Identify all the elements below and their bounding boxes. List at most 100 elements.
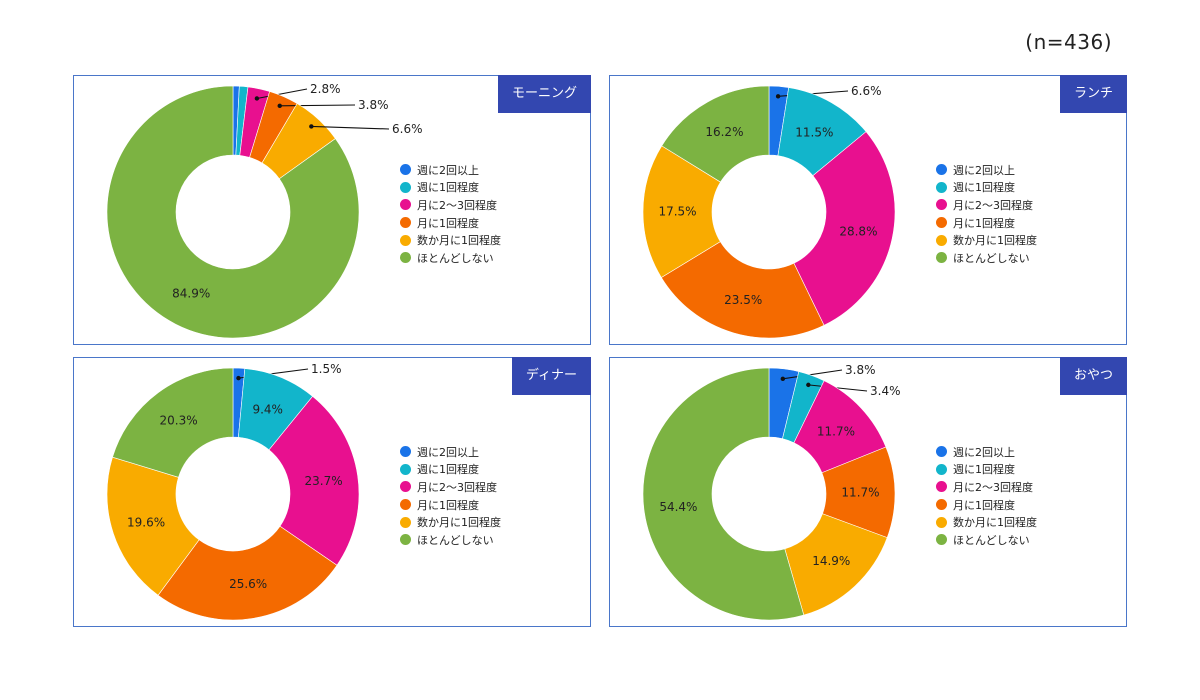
legend-label: 週に2回以上: [953, 163, 1015, 177]
legend-swatch: [400, 234, 411, 246]
legend-swatch: [936, 481, 947, 493]
donut-slice: [106, 85, 360, 339]
data-label: 17.5%: [658, 205, 696, 219]
callout-dot: [277, 103, 282, 109]
legend-swatch: [400, 446, 411, 458]
legend-swatch: [400, 199, 411, 211]
legend-label: 週に1回程度: [953, 463, 1015, 477]
donut-slice: [642, 367, 805, 621]
donut-chart: 2.8% 3.8%6.6% 84.9%: [106, 82, 423, 339]
data-label: 9.4%: [252, 402, 283, 416]
legend-item: 数か月に1回程度: [936, 231, 1037, 249]
legend-label: ほとんどしない: [417, 251, 494, 265]
legend-item: 週に1回程度: [400, 179, 501, 197]
legend-label: 月に1回程度: [953, 216, 1015, 230]
legend-item: ほとんどしない: [936, 531, 1037, 549]
legend-item: 数か月に1回程度: [400, 513, 501, 531]
legend-label: 月に2〜3回程度: [953, 198, 1033, 212]
legend-item: ほとんどしない: [400, 249, 501, 267]
legend-item: 週に1回程度: [936, 461, 1037, 479]
data-label: 3.8%: [845, 363, 876, 377]
legend-item: 週に1回程度: [936, 179, 1037, 197]
chart-panel-lunch: ランチ 6.6% 11.5% 28.8% 23.5% 17.5% 16.2% 週に2回以上…: [609, 75, 1127, 345]
data-label: 16.2%: [705, 125, 743, 139]
callout-line: [782, 369, 843, 380]
legend-swatch: [936, 446, 947, 458]
callout-line: [311, 125, 390, 130]
callout-dot: [806, 382, 811, 388]
legend-item: 週に1回程度: [400, 461, 501, 479]
donut-chart: 1.5% 9.4% 23.7% 25.6% 19.6% 20.3%: [106, 362, 360, 621]
data-label: 84.9%: [172, 286, 210, 300]
legend-swatch: [400, 481, 411, 493]
donut-slice: [660, 241, 825, 339]
data-label: 54.4%: [659, 500, 697, 514]
chart-panel-dinner: ディナー 1.5% 9.4% 23.7% 25.6% 19.6% 20.3% 週に2回以上…: [73, 357, 591, 627]
legend-label: 週に2回以上: [953, 445, 1015, 459]
donut-chart: 3.8% 3.4% 11.7% 11.7% 14.9% 54.4%: [642, 363, 901, 621]
data-label: 19.6%: [127, 516, 165, 530]
chart-title-tag: モーニング: [497, 75, 591, 113]
donut-chart: 6.6% 11.5% 28.8% 23.5% 17.5% 16.2%: [642, 84, 896, 339]
legend-label: 数か月に1回程度: [953, 516, 1037, 530]
callout-dot: [775, 94, 781, 99]
legend-swatch: [400, 534, 411, 546]
legend-swatch: [936, 252, 947, 264]
legend-label: 数か月に1回程度: [417, 234, 501, 248]
donut-slice: [268, 395, 360, 566]
legend-swatch: [936, 164, 947, 176]
legend-swatch: [936, 499, 947, 511]
legend-item: 週に2回以上: [400, 443, 501, 461]
legend-item: 数か月に1回程度: [400, 231, 501, 249]
data-label: 20.3%: [160, 413, 198, 427]
callout-dot: [309, 124, 314, 129]
chart-title-tag: ランチ: [1059, 75, 1127, 113]
legend-swatch: [936, 199, 947, 211]
chart-legend: 週に2回以上 週に1回程度 月に2〜3回程度 月に1回程度 数か月に1回程度 ほとんどしな…: [400, 443, 501, 549]
legend-swatch: [400, 217, 411, 229]
data-label: 1.5%: [311, 362, 342, 376]
legend-label: 月に1回程度: [417, 498, 479, 512]
chart-panel-snack: おやつ 3.8% 3.4% 11.7% 11.7% 14.9% 54.4% 週に2回以上週…: [609, 357, 1127, 627]
legend-label: 月に1回程度: [417, 216, 479, 230]
legend-label: 数か月に1回程度: [953, 234, 1037, 248]
legend-swatch: [400, 252, 411, 264]
data-label: 23.7%: [305, 474, 343, 488]
callout-dot: [236, 375, 241, 381]
legend-label: ほとんどしない: [953, 533, 1030, 547]
data-label: 14.9%: [812, 554, 850, 568]
legend-label: 月に2〜3回程度: [417, 198, 497, 212]
donut-slice: [793, 131, 896, 326]
legend-item: ほとんどしない: [936, 249, 1037, 267]
donut-slice: [642, 145, 721, 278]
donut-slice: [112, 367, 234, 478]
legend-swatch: [936, 181, 947, 193]
data-label: 6.6%: [851, 84, 882, 98]
callout-line: [808, 384, 868, 392]
legend-swatch: [400, 499, 411, 511]
data-label: 11.7%: [841, 486, 879, 500]
legend-swatch: [400, 181, 411, 193]
data-label: 25.6%: [229, 577, 267, 591]
legend-item: 週に2回以上: [936, 161, 1037, 179]
legend-label: 週に1回程度: [417, 463, 479, 477]
data-label: 11.7%: [817, 425, 855, 439]
legend-item: ほとんどしない: [400, 531, 501, 549]
data-label: 28.8%: [839, 224, 877, 238]
legend-label: 週に1回程度: [417, 181, 479, 195]
data-label: 3.4%: [870, 384, 901, 398]
legend-label: 月に1回程度: [953, 498, 1015, 512]
legend-swatch: [936, 516, 947, 528]
chart-panel-morning: モーニング 2.8% 3.8% 6.6% 84.9% 週に2回以上 週に1回程度 月に2〜…: [73, 75, 591, 345]
legend-label: ほとんどしない: [953, 251, 1030, 265]
legend-label: 週に2回以上: [417, 163, 479, 177]
data-label: 6.6%: [392, 122, 423, 136]
data-label: 23.5%: [724, 293, 762, 307]
legend-item: 週に2回以上: [400, 161, 501, 179]
legend-swatch: [936, 463, 947, 475]
legend-swatch: [936, 234, 947, 246]
legend-item: 月に1回程度: [400, 496, 501, 514]
legend-item: 数か月に1回程度: [936, 513, 1037, 531]
legend-swatch: [400, 164, 411, 176]
sample-size-label: (n=436): [1025, 30, 1112, 54]
